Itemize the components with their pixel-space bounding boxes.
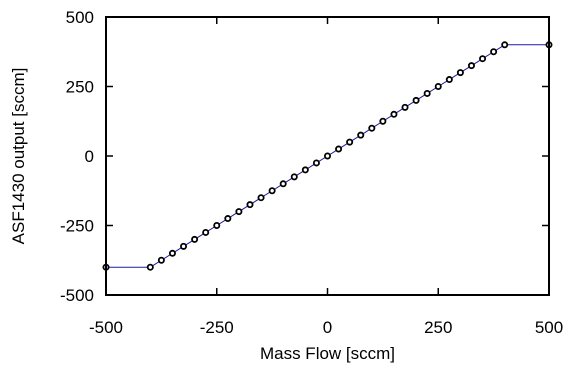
x-tick-label: -250 [200,318,234,337]
y-tick-label: -500 [60,286,94,305]
data-point [246,201,254,209]
plot-frame [105,16,550,296]
data-point [323,152,331,160]
data-point [490,48,498,56]
data-point [168,249,176,257]
data-point [279,180,287,188]
labels-layer: -500 -250 0 250 500 -500 -250 0 250 500 [60,8,563,337]
data-point [312,159,320,167]
data-point [146,263,154,271]
data-point [456,69,464,77]
data-point [346,138,354,146]
data-point [335,145,343,153]
y-tick-label: 0 [85,147,94,166]
data-point [224,215,232,223]
data-point [368,124,376,132]
data-point [501,41,509,49]
data-point [290,173,298,181]
data-point [445,76,453,84]
data-point [180,242,188,250]
y-tick-label: 250 [66,78,94,97]
data-point [268,187,276,195]
data-point [412,96,420,104]
series-layer [102,41,553,271]
data-point [423,89,431,97]
data-point [257,194,265,202]
x-tick-label: 500 [535,318,563,337]
data-point [213,221,221,229]
data-point [301,166,309,174]
data-point [479,55,487,63]
data-point [357,131,365,139]
x-axis-title: Mass Flow [sccm] [260,344,395,363]
x-tick-label: 0 [323,318,332,337]
data-point [157,256,165,264]
y-tick-label: 500 [66,8,94,27]
y-axis-title: ASF1430 output [sccm] [9,68,28,245]
data-point [434,83,442,91]
data-point [401,103,409,111]
data-point [191,235,199,243]
data-point [379,117,387,125]
data-point [202,228,210,236]
data-point [390,110,398,118]
data-point [467,62,475,70]
data-point [235,208,243,216]
y-tick-label: -250 [60,217,94,236]
x-tick-label: 250 [424,318,452,337]
x-tick-label: -500 [89,318,123,337]
